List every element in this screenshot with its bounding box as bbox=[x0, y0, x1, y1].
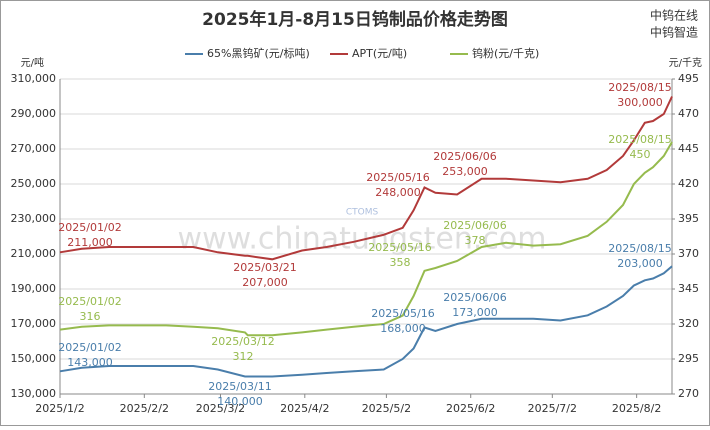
watermark: 中钨在线 bbox=[650, 8, 698, 23]
y2-tick-label: 295 bbox=[678, 352, 699, 365]
y2-tick-label: 270 bbox=[678, 387, 699, 400]
annotation: 2025/08/15 bbox=[608, 81, 671, 94]
annotation: 2025/03/21 bbox=[233, 261, 296, 274]
x-tick-label: 2025/6/2 bbox=[446, 402, 495, 415]
y-tick-label: 250,000 bbox=[11, 177, 57, 190]
annotation: 2025/03/11 bbox=[208, 380, 271, 393]
y2-tick-label: 320 bbox=[678, 317, 699, 330]
annotation: 2025/08/15 bbox=[608, 133, 671, 146]
legend-label: 65%黑钨矿(元/标吨) bbox=[207, 46, 310, 60]
watermark: CTOMS bbox=[346, 208, 379, 218]
y-axis-label: 元/吨 bbox=[21, 56, 44, 69]
y-tick-label: 210,000 bbox=[11, 247, 57, 260]
annotation: 140,000 bbox=[217, 395, 263, 408]
annotation: 248,000 bbox=[375, 186, 421, 199]
annotation: 203,000 bbox=[617, 257, 663, 270]
annotation: 2025/05/16 bbox=[371, 307, 434, 320]
annotation: 2025/03/12 bbox=[211, 335, 274, 348]
x-tick-label: 2025/7/2 bbox=[528, 402, 577, 415]
annotation: 173,000 bbox=[452, 306, 498, 319]
annotation: 2025/05/16 bbox=[366, 171, 429, 184]
annotation: 2025/01/02 bbox=[58, 341, 121, 354]
annotation: 2025/05/16 bbox=[368, 241, 431, 254]
annotation: 211,000 bbox=[67, 236, 113, 249]
annotation: 2025/06/06 bbox=[443, 219, 506, 232]
x-tick-label: 2025/1/2 bbox=[35, 402, 84, 415]
y2-tick-label: 395 bbox=[678, 212, 699, 225]
watermark: 中钨智造 bbox=[650, 25, 698, 40]
y-tick-label: 310,000 bbox=[11, 72, 57, 85]
annotation: 358 bbox=[390, 256, 411, 269]
x-tick-label: 2025/3/2 bbox=[196, 402, 245, 415]
annotation: 253,000 bbox=[442, 165, 488, 178]
y2-axis-label: 元/千克 bbox=[669, 57, 702, 69]
y-tick-label: 130,000 bbox=[11, 387, 57, 400]
annotation: 2025/01/02 bbox=[58, 295, 121, 308]
annotation: 168,000 bbox=[380, 322, 426, 335]
legend-label: 钨粉(元/千克) bbox=[472, 47, 539, 60]
y-tick-label: 270,000 bbox=[11, 142, 57, 155]
series-line bbox=[59, 96, 673, 261]
y-tick-label: 190,000 bbox=[11, 282, 57, 295]
x-tick-label: 2025/8/2 bbox=[612, 402, 661, 415]
y2-tick-label: 345 bbox=[678, 282, 699, 295]
y2-tick-label: 370 bbox=[678, 247, 699, 260]
annotation: 300,000 bbox=[617, 96, 663, 109]
y-tick-label: 230,000 bbox=[11, 212, 57, 225]
annotation: 316 bbox=[80, 310, 101, 323]
annotation: 450 bbox=[630, 148, 651, 161]
annotation: 2025/01/02 bbox=[58, 221, 121, 234]
annotation: 2025/08/15 bbox=[608, 242, 671, 255]
y2-tick-label: 495 bbox=[678, 72, 699, 85]
annotation: 2025/06/06 bbox=[433, 150, 496, 163]
annotation: 2025/06/06 bbox=[443, 291, 506, 304]
legend-label: APT(元/吨) bbox=[352, 47, 407, 60]
chart-title: 2025年1月-8月15日钨制品价格走势图 bbox=[202, 9, 508, 30]
y2-tick-label: 420 bbox=[678, 177, 699, 190]
y-tick-label: 170,000 bbox=[11, 317, 57, 330]
y2-tick-label: 470 bbox=[678, 107, 699, 120]
x-tick-label: 2025/2/2 bbox=[120, 402, 169, 415]
annotation: 312 bbox=[233, 350, 254, 363]
annotation: 143,000 bbox=[67, 356, 113, 369]
series-line bbox=[59, 265, 673, 378]
annotation: 207,000 bbox=[242, 276, 288, 289]
y-tick-label: 150,000 bbox=[11, 352, 57, 365]
y-tick-label: 290,000 bbox=[11, 107, 57, 120]
x-tick-label: 2025/5/2 bbox=[362, 402, 411, 415]
x-tick-label: 2025/4/2 bbox=[280, 402, 329, 415]
series-line bbox=[59, 141, 673, 337]
y2-tick-label: 445 bbox=[678, 142, 699, 155]
annotation: 378 bbox=[465, 234, 486, 247]
